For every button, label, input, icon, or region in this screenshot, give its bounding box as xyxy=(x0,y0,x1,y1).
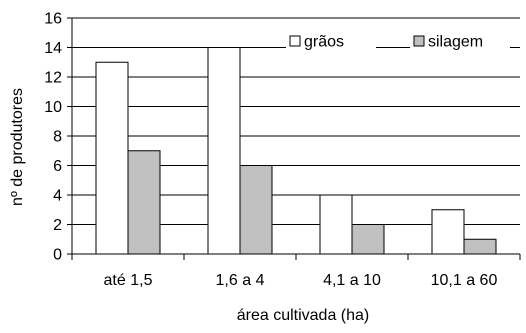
y-tick-label: 0 xyxy=(53,247,62,264)
y-tick-label: 10 xyxy=(44,99,62,116)
bar-silagem xyxy=(463,238,497,255)
bar-graos xyxy=(95,61,129,255)
legend-swatch xyxy=(413,35,425,47)
x-tick-label: 10,1 a 60 xyxy=(431,272,498,289)
y-tick-label: 16 xyxy=(44,11,62,28)
x-tick-label: 1,6 a 4 xyxy=(216,272,265,289)
bar-silagem xyxy=(351,224,385,255)
y-tick-label: 6 xyxy=(53,158,62,175)
bar-graos xyxy=(431,209,465,255)
x-tick-label: até 1,5 xyxy=(104,272,153,289)
x-tick-labels: até 1,5 1,6 a 4 4,1 a 10 10,1 a 60 xyxy=(104,272,498,289)
legend-item-background xyxy=(410,30,510,54)
legend-label: grãos xyxy=(304,34,344,51)
bars xyxy=(95,47,497,255)
y-tick-label: 14 xyxy=(44,40,62,57)
legend-item-background xyxy=(286,30,376,54)
y-tick-label: 12 xyxy=(44,70,62,87)
axes xyxy=(67,17,521,260)
y-tick-label: 4 xyxy=(53,188,62,205)
bar-graos xyxy=(207,47,241,255)
bar-graos xyxy=(319,194,353,255)
legend-item: grãos xyxy=(286,30,376,54)
x-tick-label: 4,1 a 10 xyxy=(323,272,381,289)
bar-silagem xyxy=(127,150,161,255)
legend: grãos silagem xyxy=(286,30,510,54)
x-axis-title: área cultivada (ha) xyxy=(237,307,370,324)
y-tick-labels: 0 2 4 6 8 10 12 14 16 xyxy=(44,11,62,264)
legend-label: silagem xyxy=(428,34,483,51)
y-tick-label: 8 xyxy=(53,129,62,146)
y-tick-label: 2 xyxy=(53,217,62,234)
legend-item: silagem xyxy=(410,30,510,54)
bar-silagem xyxy=(239,165,273,255)
y-axis-title: nº de produtores xyxy=(9,88,26,206)
legend-swatch xyxy=(289,35,301,47)
